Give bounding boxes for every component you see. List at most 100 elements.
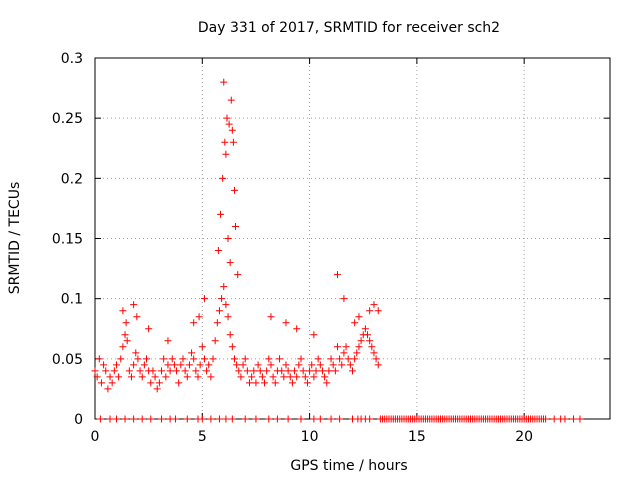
data-point [185, 361, 193, 369]
data-point [295, 361, 303, 369]
data-point [273, 415, 281, 423]
data-point [237, 373, 245, 381]
data-point [370, 301, 378, 309]
data-point [250, 367, 258, 375]
data-point [349, 367, 356, 375]
data-point [372, 355, 380, 363]
data-point [164, 361, 172, 369]
data-point [183, 373, 191, 381]
data-point [179, 355, 187, 363]
data-point [340, 295, 348, 303]
data-point [223, 114, 231, 122]
data-point [96, 415, 104, 423]
data-point [158, 415, 166, 423]
data-point [147, 379, 155, 387]
data-point [331, 367, 339, 375]
y-axis-label: SRMTID / TECUs [7, 182, 23, 295]
data-point [291, 367, 299, 375]
data-point [214, 247, 222, 255]
data-point [226, 331, 234, 339]
data-point [370, 349, 378, 357]
data-point [314, 355, 322, 363]
data-point [162, 373, 170, 381]
data-point [333, 271, 341, 279]
y-tick-label: 0.15 [52, 232, 83, 248]
chart-title: Day 331 of 2017, SRMTID for receiver sch… [198, 20, 500, 36]
data-point [149, 367, 157, 375]
data-point [288, 379, 296, 387]
data-point [224, 313, 232, 321]
data-point [224, 235, 232, 242]
data-point [355, 313, 363, 321]
data-point [222, 150, 230, 158]
data-point [286, 373, 294, 381]
y-tick-label: 0.3 [61, 51, 83, 67]
data-point [327, 415, 335, 423]
data-point [333, 343, 341, 351]
data-point [248, 373, 256, 381]
data-point [280, 373, 288, 381]
data-point [134, 355, 142, 363]
data-point [310, 331, 318, 339]
data-point [190, 355, 198, 363]
data-point [241, 415, 249, 423]
data-point [235, 367, 243, 375]
data-point [282, 319, 290, 327]
data-point [173, 367, 181, 375]
data-point [205, 361, 213, 369]
data-point [170, 361, 178, 369]
data-point [215, 307, 223, 315]
data-point [293, 325, 301, 333]
data-point [241, 355, 249, 363]
data-point [232, 222, 240, 230]
data-point [252, 379, 260, 387]
data-points [91, 78, 584, 423]
data-point [104, 385, 112, 393]
data-point [234, 271, 242, 279]
data-point [316, 361, 324, 369]
data-point [550, 415, 558, 423]
data-point [102, 367, 110, 375]
data-point [207, 415, 215, 423]
data-point [106, 373, 114, 381]
data-point [561, 415, 569, 423]
data-point [355, 343, 363, 351]
data-point [284, 367, 292, 375]
data-point [297, 415, 305, 423]
data-point [374, 361, 382, 369]
data-point [233, 361, 241, 369]
data-point [228, 126, 236, 134]
data-point [342, 343, 350, 351]
data-point [269, 373, 277, 381]
x-tick-label: 20 [515, 429, 533, 445]
y-tick-label: 0.2 [61, 171, 83, 187]
data-point [321, 373, 329, 381]
data-point [246, 379, 253, 387]
data-point [338, 361, 346, 369]
data-point [140, 361, 148, 369]
data-point [106, 415, 114, 423]
data-point [254, 361, 262, 369]
x-tick-label: 15 [408, 429, 426, 445]
data-point [344, 355, 352, 363]
data-point [112, 415, 120, 423]
data-point [256, 367, 264, 375]
data-point [357, 337, 365, 345]
y-tick-label: 0.25 [52, 111, 83, 127]
data-point [121, 415, 129, 423]
data-point [130, 361, 138, 369]
data-point [221, 138, 229, 146]
data-point [194, 373, 202, 381]
data-point [200, 295, 208, 303]
data-point [93, 373, 101, 381]
data-point [263, 367, 271, 375]
data-point [207, 373, 215, 381]
data-point [229, 138, 237, 146]
data-point [196, 361, 204, 369]
data-point [222, 415, 230, 423]
y-tick-label: 0.05 [52, 352, 83, 368]
data-point [318, 367, 326, 375]
data-point [366, 415, 374, 423]
data-point [188, 349, 196, 357]
data-point [166, 367, 174, 375]
